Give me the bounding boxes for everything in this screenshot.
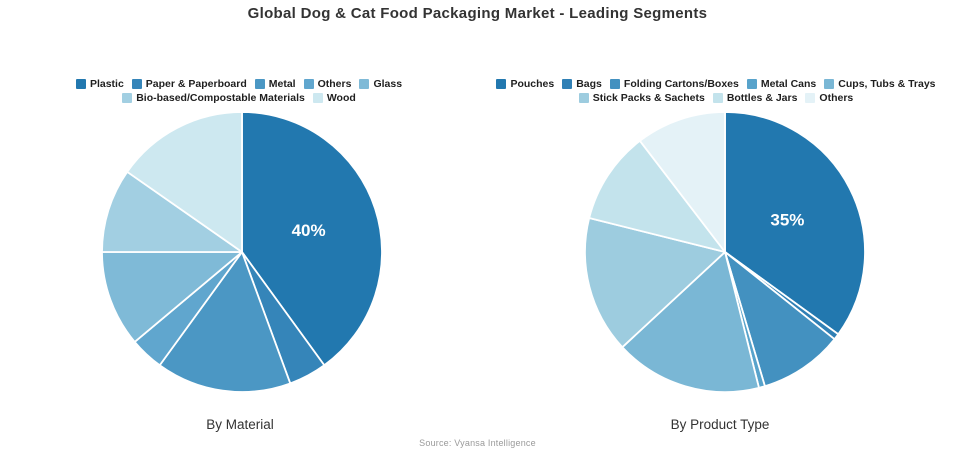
- legend-swatch-icon: [824, 79, 835, 89]
- legend-swatch-icon: [746, 79, 757, 89]
- legend-item-others[interactable]: Others: [805, 92, 853, 104]
- legend-label: Folding Cartons/Boxes: [623, 78, 739, 90]
- pie-by-material: 40%: [92, 102, 392, 402]
- legend-label: Stick Packs & Sachets: [592, 92, 705, 104]
- legend-label: Pouches: [510, 78, 555, 90]
- legend-label: Glass: [373, 78, 403, 90]
- legend-item-cups-tubs-trays[interactable]: Cups, Tubs & Trays: [824, 78, 936, 90]
- legend-item-metal[interactable]: Metal: [254, 78, 296, 90]
- pie-slice-plastic[interactable]: [241, 111, 383, 367]
- legend-by-material: Plastic Paper & Paperboard Metal Others Glas…: [39, 78, 439, 104]
- legend-label: Bags: [576, 78, 602, 90]
- legend-item-paper-paperboard[interactable]: Paper & Paperboard: [131, 78, 247, 90]
- legend-swatch-icon: [578, 93, 589, 103]
- pie-slice-folding-cartons-boxes[interactable]: [724, 251, 836, 388]
- legend-swatch-icon: [805, 93, 816, 103]
- legend-swatch-icon: [496, 79, 507, 89]
- legend-swatch-icon: [359, 79, 370, 89]
- pie-subtitle-by-product-type: By Product Type: [670, 417, 770, 432]
- legend-item-plastic[interactable]: Plastic: [75, 78, 124, 90]
- pie-slice-bottles-jars[interactable]: [588, 139, 726, 253]
- pie-slice-pouches[interactable]: [724, 111, 866, 336]
- legend-item-bags[interactable]: Bags: [562, 78, 602, 90]
- legend-item-bottles-jars[interactable]: Bottles & Jars: [712, 92, 798, 104]
- legend-label: Bottles & Jars: [726, 92, 798, 104]
- legend-label: Others: [819, 92, 854, 104]
- legend-item-stick-packs-sachets[interactable]: Stick Packs & Sachets: [578, 92, 705, 104]
- legend-label: Wood: [326, 92, 356, 104]
- pie-svg-by-material: 40%: [101, 111, 383, 393]
- pie-slice-bio-based-compostable-materials[interactable]: [101, 170, 243, 253]
- chart-title: Global Dog & Cat Food Packaging Market -…: [247, 5, 708, 22]
- pie-slice-cups-tubs-trays[interactable]: [621, 251, 760, 393]
- legend-item-wood[interactable]: Wood: [312, 92, 356, 104]
- legend-swatch-icon: [75, 79, 86, 89]
- pie-slice-others[interactable]: [638, 111, 726, 253]
- legend-swatch-icon: [131, 79, 142, 89]
- legend-swatch-icon: [712, 93, 723, 103]
- legend-label: Paper & Paperboard: [145, 78, 247, 90]
- legend-label: Cups, Tubs & Trays: [838, 78, 936, 90]
- legend-item-glass[interactable]: Glass: [359, 78, 402, 90]
- legend-swatch-icon: [562, 79, 573, 89]
- pie-slice-percent-label: 35%: [770, 211, 804, 230]
- legend-item-metal-cans[interactable]: Metal Cans: [746, 78, 817, 90]
- pie-slice-metal[interactable]: [158, 251, 292, 393]
- pie-by-product-type: 35%: [575, 102, 875, 402]
- pie-svg-by-product-type: 35%: [584, 111, 866, 393]
- legend-swatch-icon: [254, 79, 265, 89]
- pie-slice-wood[interactable]: [126, 111, 243, 253]
- legend-item-folding-cartons-boxes[interactable]: Folding Cartons/Boxes: [609, 78, 739, 90]
- legend-swatch-icon: [609, 79, 620, 89]
- legend-label: Metal: [268, 78, 296, 90]
- source-attribution: Source: Vyansa Intelligence: [419, 438, 536, 448]
- pie-slice-stick-packs-sachets[interactable]: [584, 217, 726, 349]
- legend-label: Metal Cans: [760, 78, 817, 90]
- pie-subtitle-by-material: By Material: [206, 417, 274, 432]
- legend-label: Others: [317, 78, 352, 90]
- legend-item-bio-based-compostable-materials[interactable]: Bio-based/Compostable Materials: [122, 92, 305, 104]
- legend-item-pouches[interactable]: Pouches: [496, 78, 554, 90]
- legend-by-product-type: Pouches Bags Folding Cartons/Boxes Metal Ca…: [466, 78, 955, 104]
- legend-swatch-icon: [303, 79, 314, 89]
- pie-slice-percent-label: 40%: [292, 221, 326, 240]
- legend-swatch-icon: [312, 93, 323, 103]
- legend-swatch-icon: [122, 93, 133, 103]
- pie-slice-glass[interactable]: [101, 251, 243, 343]
- legend-label: Plastic: [89, 78, 124, 90]
- legend-label: Bio-based/Compostable Materials: [136, 92, 305, 104]
- legend-item-others[interactable]: Others: [303, 78, 352, 90]
